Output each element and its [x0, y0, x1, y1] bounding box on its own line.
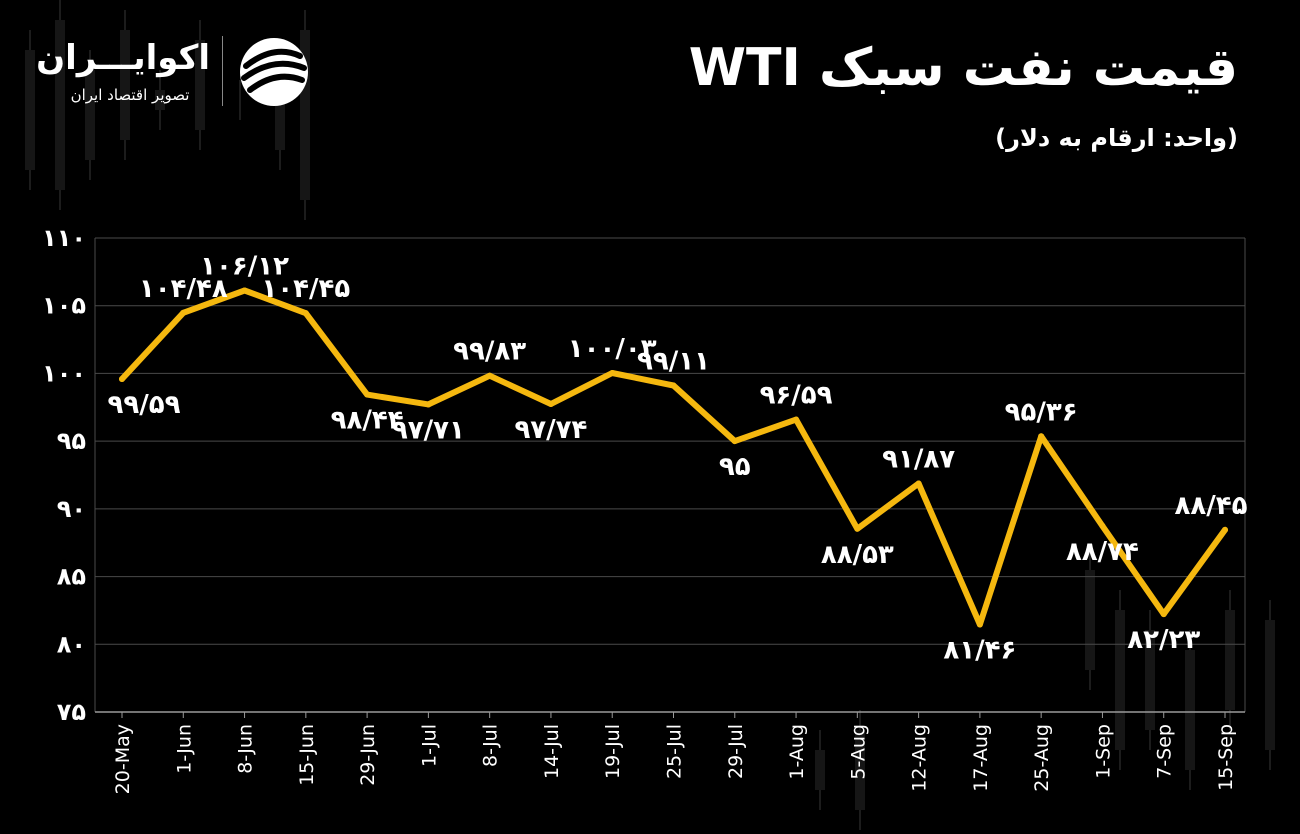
data-point	[1160, 611, 1167, 618]
x-tick-label: 1-Jun	[173, 724, 195, 774]
bg-candle-body	[155, 90, 165, 110]
chart-title: قیمت نفت سبک WTI	[688, 38, 1238, 98]
y-tick-label: ۹۵	[57, 427, 86, 455]
x-tick-label: 19-Jul	[602, 724, 624, 779]
data-point	[793, 416, 800, 423]
data-label: ۹۹/۸۳	[453, 337, 526, 367]
x-tick-label: 14-Jul	[541, 724, 563, 779]
data-label: ۱۰۴/۴۵	[261, 274, 350, 304]
x-tick-label: 8-Jun	[235, 724, 257, 774]
ecoiran-swoosh-icon	[240, 38, 308, 106]
x-tick-label: 20-May	[112, 724, 134, 794]
data-point	[731, 438, 738, 445]
brand-tagline: تصویر اقتصاد ایران	[70, 86, 190, 104]
data-label: ۸۲/۲۳	[1127, 625, 1200, 655]
bg-candle-body	[55, 20, 65, 190]
x-tick-label: 12-Aug	[909, 724, 931, 792]
y-tick-label: ۱۱۰	[42, 224, 86, 252]
bg-candle-body	[1265, 620, 1275, 750]
data-point	[180, 309, 187, 316]
data-label: ۹۱/۸۷	[882, 445, 955, 475]
data-point	[1222, 526, 1228, 533]
x-tick-label: 1-Jul	[418, 724, 440, 767]
data-label: ۹۶/۵۹	[760, 381, 833, 411]
data-point	[915, 480, 922, 487]
data-point	[302, 310, 309, 317]
data-point	[547, 401, 554, 408]
data-label: ۱۰۰/۰۳	[568, 334, 657, 364]
data-label: ۹۵	[719, 452, 751, 482]
y-tick-label: ۸۵	[57, 563, 86, 591]
x-tick-label: 5-Aug	[847, 724, 869, 780]
data-point	[1099, 522, 1106, 529]
data-label: ۱۰۴/۴۸	[139, 274, 228, 304]
data-label: ۸۸/۵۳	[821, 540, 894, 570]
data-point	[609, 370, 616, 377]
logo-divider	[222, 36, 223, 106]
x-tick-label: 29-Jul	[725, 724, 747, 779]
data-label: ۹۹/۵۹	[108, 390, 181, 420]
bg-candle-body	[120, 30, 130, 140]
data-point	[119, 375, 125, 382]
bg-candle-body	[1225, 610, 1235, 710]
bg-candle-body	[1085, 570, 1095, 670]
bg-candle-body	[300, 30, 310, 200]
x-tick-label: 1-Sep	[1092, 724, 1114, 779]
x-tick-label: 29-Jun	[357, 724, 379, 786]
x-tick-label: 15-Jun	[296, 724, 318, 786]
bg-candle-body	[195, 40, 205, 130]
x-tick-label: 25-Jul	[664, 724, 686, 779]
y-tick-label: ۹۰	[57, 495, 86, 523]
data-point	[364, 391, 371, 398]
bg-candle-body	[855, 730, 865, 810]
x-tick-label: 25-Aug	[1031, 724, 1053, 792]
data-label: ۱۰۶/۱۲	[200, 252, 289, 282]
data-label: ۹۷/۷۱	[392, 415, 465, 445]
data-point	[670, 382, 677, 389]
y-tick-label: ۷۵	[57, 698, 86, 726]
data-point	[976, 621, 983, 628]
data-point	[241, 287, 248, 294]
data-label: ۹۹/۱۱	[637, 346, 710, 376]
bg-candle-body	[1145, 630, 1155, 730]
x-tick-label: 8-Jul	[480, 724, 502, 767]
bg-candle-body	[1185, 650, 1195, 770]
data-label: ۹۷/۷۴	[514, 415, 587, 445]
x-tick-label: 15-Sep	[1215, 724, 1237, 791]
unit-note: (واحد: ارقام به دلار)	[995, 124, 1238, 152]
data-point	[1038, 433, 1045, 440]
data-label: ۸۱/۴۶	[943, 636, 1016, 666]
bg-candle-body	[25, 50, 35, 170]
data-label: ۹۸/۴۴	[331, 406, 404, 436]
data-label: ۸۸/۷۴	[1066, 537, 1139, 567]
y-tick-label: ۸۰	[57, 630, 86, 658]
brand-name: اکوایـــران	[36, 38, 210, 78]
y-tick-label: ۱۰۰	[42, 359, 86, 387]
data-label: ۸۸/۴۵	[1175, 491, 1248, 521]
data-point	[854, 525, 861, 532]
x-tick-label: 17-Aug	[970, 724, 992, 792]
bg-candle-body	[815, 750, 825, 790]
bg-candle-body	[85, 70, 95, 160]
x-tick-label: 1-Aug	[786, 724, 808, 780]
y-tick-label: ۱۰۵	[42, 292, 86, 320]
data-label: ۹۵/۳۶	[1005, 397, 1078, 427]
x-tick-label: 7-Sep	[1154, 724, 1176, 779]
data-point	[425, 401, 432, 408]
data-point	[486, 372, 493, 379]
series-line	[119, 287, 1228, 628]
bg-candle-body	[1115, 610, 1125, 750]
